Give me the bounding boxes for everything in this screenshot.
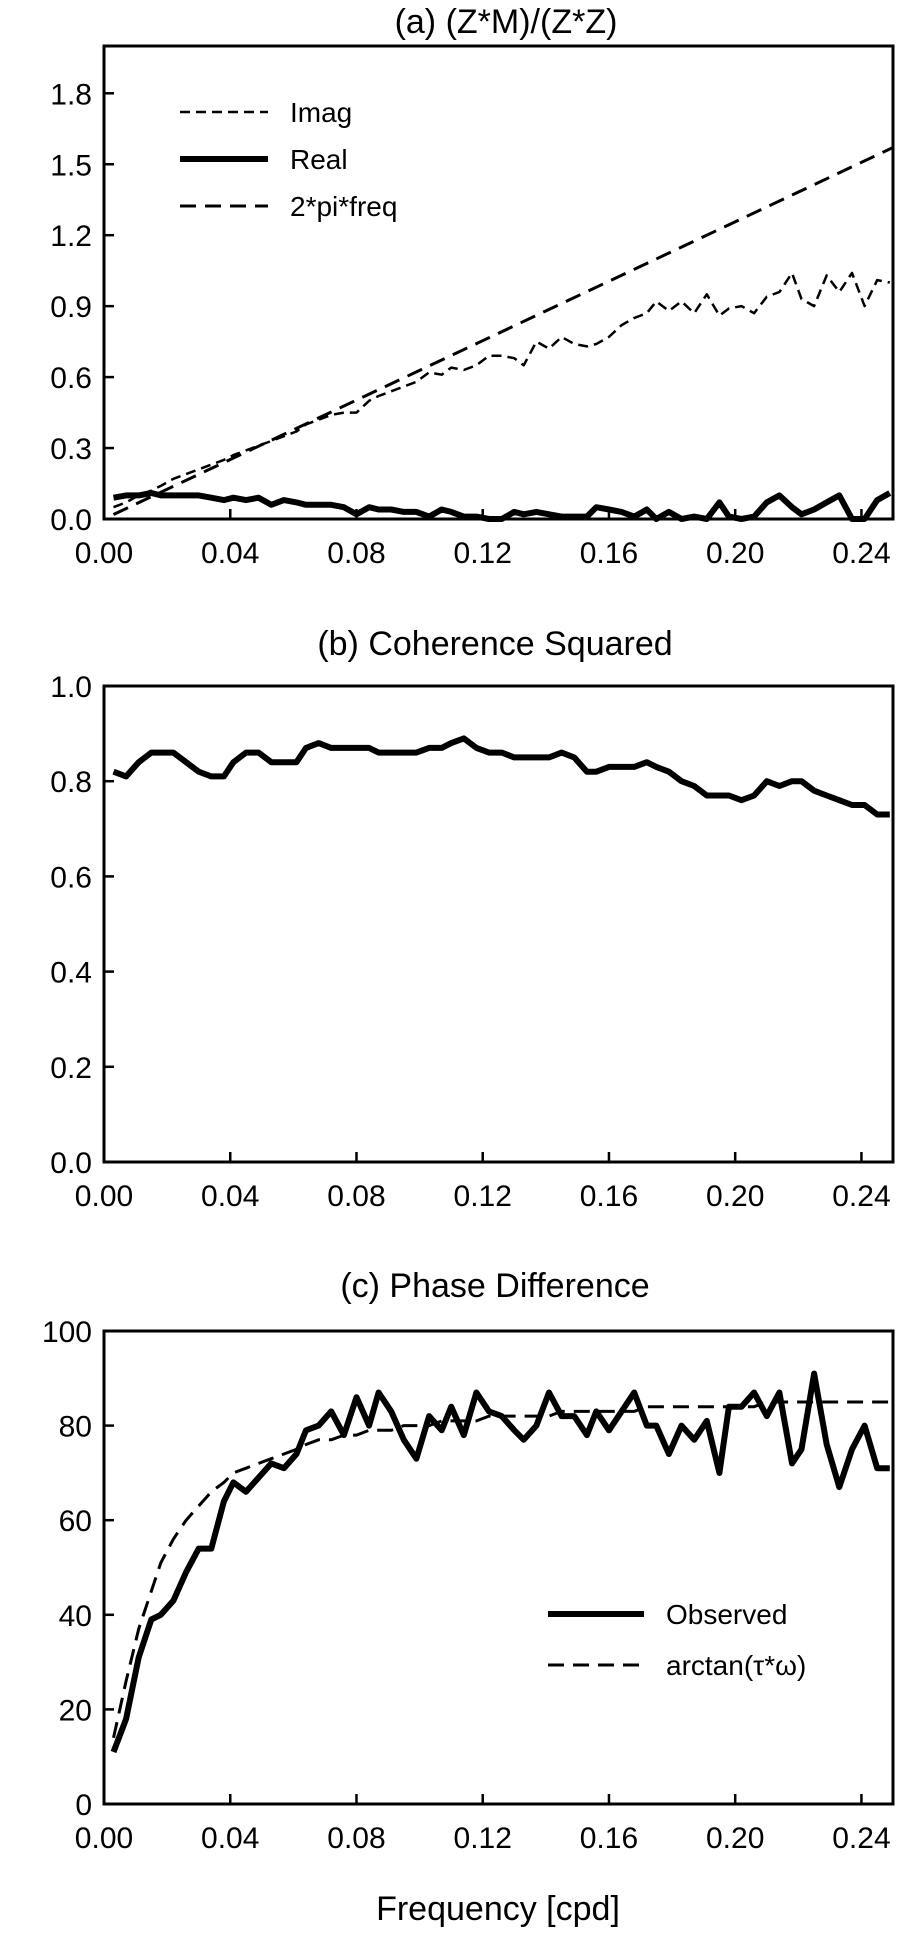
panel-b: (b) Coherence Squared 0.0 0.2 0.4 0.6 0.8 1.0… — [50, 625, 895, 1213]
series-line-a-1 — [112, 490, 892, 522]
x-tick-label: 0.16 — [580, 1822, 638, 1855]
x-tick-label: 0.24 — [832, 1180, 890, 1213]
panel-a-title: (a) (Z*M)/(Z*Z) — [395, 3, 618, 41]
y-tick-label: 0.6 — [50, 861, 92, 894]
panel-b-title: (b) Coherence Squared — [317, 625, 672, 663]
x-tick-label: 0.12 — [454, 537, 512, 570]
x-tick-label: 0.20 — [706, 1180, 764, 1213]
y-tick-label: 0.3 — [50, 433, 92, 466]
y-tick-label: 0.6 — [50, 362, 92, 395]
panel-b-y-ticks: 0.0 0.2 0.4 0.6 0.8 1.0 — [50, 671, 114, 1180]
y-tick-label: 0.0 — [50, 1147, 92, 1180]
legend-2pifreq-label: 2*pi*freq — [290, 191, 397, 222]
y-tick-label: 1.5 — [50, 149, 92, 182]
panel-c-legend: Observed arctan(τ*ω) — [548, 1599, 806, 1681]
panel-a-legend: Imag Real 2*pi*freq — [180, 97, 397, 222]
x-tick-label: 0.16 — [580, 1180, 638, 1213]
x-tick-label: 0.04 — [201, 1180, 259, 1213]
panel-c-title: (c) Phase Difference — [340, 1267, 649, 1305]
x-tick-label: 0.04 — [201, 537, 259, 570]
x-tick-label: 0.16 — [580, 537, 638, 570]
legend-imag-label: Imag — [290, 97, 352, 128]
x-tick-label: 0.04 — [201, 1822, 259, 1855]
series-line-b-0 — [112, 735, 890, 818]
x-tick-label: 0.12 — [454, 1180, 512, 1213]
y-tick-label: 80 — [59, 1411, 92, 1444]
panel-b-series — [112, 735, 890, 818]
x-tick-label: 0.24 — [832, 1822, 890, 1855]
x-tick-label: 0.12 — [454, 1822, 512, 1855]
legend-real-label: Real — [290, 144, 348, 175]
panel-c-series — [110, 1370, 890, 1754]
series-line-a-2 — [112, 146, 894, 516]
legend-arctan-label: arctan(τ*ω) — [666, 1650, 806, 1681]
x-tick-label: 0.00 — [75, 1180, 133, 1213]
series-line-a-0 — [113, 271, 891, 509]
panel-a-x-ticks: 0.00 0.04 0.08 0.12 0.16 0.20 0.24 — [75, 509, 891, 570]
x-tick-label: 0.24 — [832, 537, 890, 570]
panel-b-x-ticks: 0.00 0.04 0.08 0.12 0.16 0.20 0.24 — [75, 1152, 891, 1213]
panel-a-plot-frame — [102, 44, 895, 521]
x-tick-label: 0.08 — [327, 1822, 385, 1855]
x-axis-label: Frequency [cpd] — [376, 1890, 620, 1928]
y-tick-label: 0.0 — [50, 504, 92, 537]
y-tick-label: 100 — [42, 1316, 92, 1349]
y-tick-label: 0.8 — [50, 766, 92, 799]
x-tick-label: 0.20 — [706, 537, 764, 570]
y-tick-label: 20 — [59, 1694, 92, 1727]
panel-a-series — [112, 146, 894, 522]
y-tick-label: 1.0 — [50, 671, 92, 704]
panel-a: (a) (Z*M)/(Z*Z) 0.0 0.3 0.6 0.9 1.2 1.5 1.8 0.… — [50, 3, 895, 570]
y-tick-label: 0.2 — [50, 1052, 92, 1085]
legend-observed-label: Observed — [666, 1599, 787, 1630]
panel-a-y-ticks: 0.0 0.3 0.6 0.9 1.2 1.5 1.8 — [50, 78, 114, 537]
x-tick-label: 0.00 — [75, 1822, 133, 1855]
panel-b-plot-frame — [102, 684, 895, 1164]
panel-c-plot-frame — [102, 1329, 895, 1806]
x-tick-label: 0.08 — [327, 537, 385, 570]
x-tick-label: 0.20 — [706, 1822, 764, 1855]
series-line-c-1 — [112, 1400, 890, 1739]
y-tick-label: 0 — [75, 1789, 92, 1822]
panel-c-y-ticks: 0 20 40 60 80 100 — [42, 1316, 114, 1822]
y-tick-label: 0.4 — [50, 957, 92, 990]
y-tick-label: 60 — [59, 1505, 92, 1538]
series-line-c-0 — [110, 1370, 890, 1754]
x-tick-label: 0.00 — [75, 537, 133, 570]
panel-c-x-ticks: 0.00 0.04 0.08 0.12 0.16 0.20 0.24 — [75, 1794, 891, 1855]
y-tick-label: 1.8 — [50, 78, 92, 111]
y-tick-label: 1.2 — [50, 220, 92, 253]
x-tick-label: 0.08 — [327, 1180, 385, 1213]
y-tick-label: 40 — [59, 1600, 92, 1633]
y-tick-label: 0.9 — [50, 291, 92, 324]
